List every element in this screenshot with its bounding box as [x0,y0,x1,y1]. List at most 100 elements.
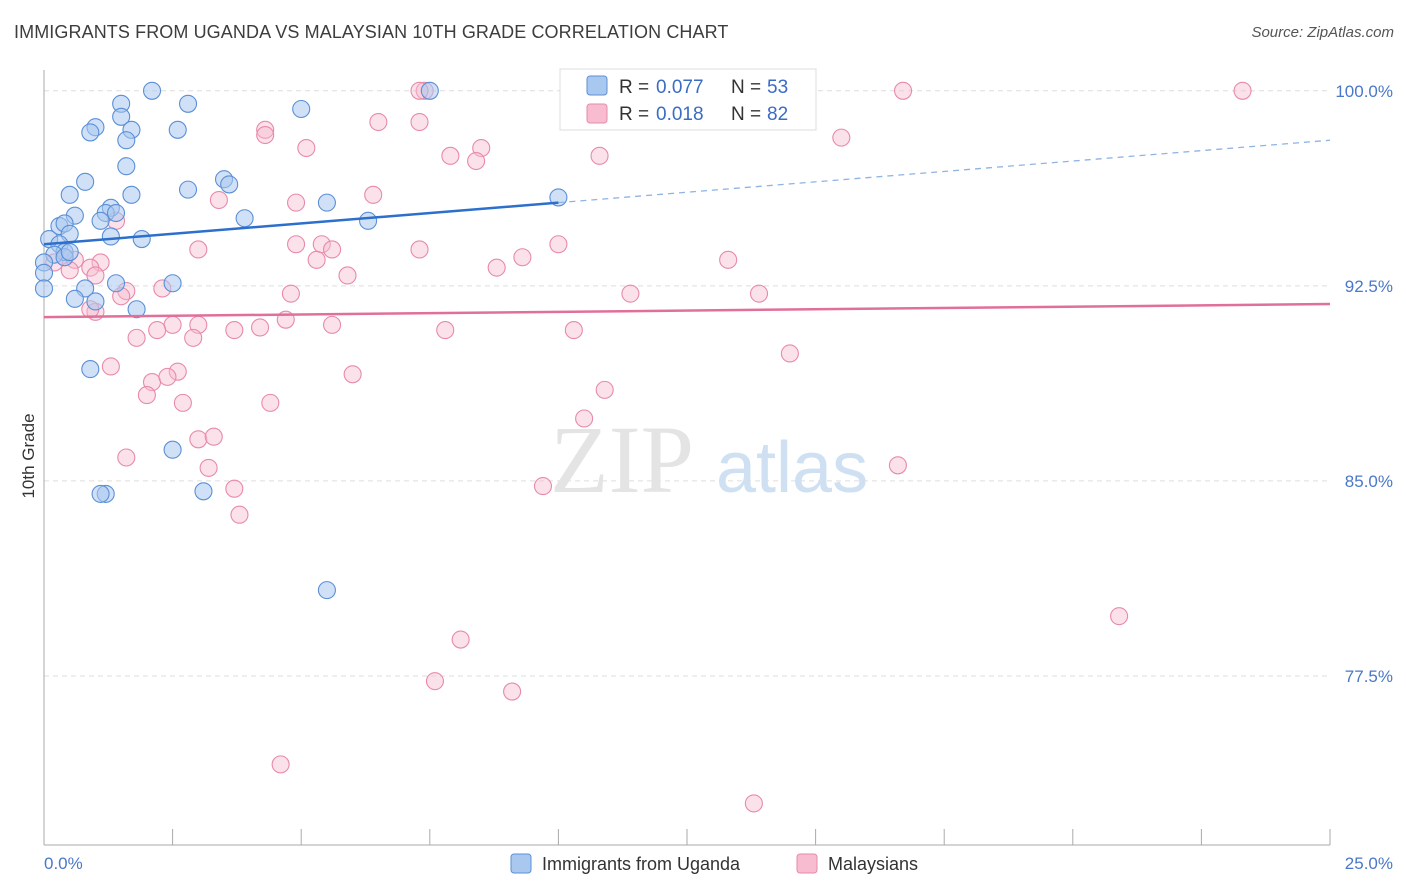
uganda-point [293,101,310,118]
bottom-legend-malaysians: Malaysians [828,854,918,874]
malaysians-point [226,480,243,497]
gridlines [44,91,1330,676]
uganda-point [92,212,109,229]
y-tick-label: 92.5% [1345,277,1393,296]
uganda-point [421,82,438,99]
malaysians-point [576,410,593,427]
uganda-point [133,231,150,248]
malaysians-point [437,322,454,339]
malaysians-point [488,259,505,276]
malaysians-point [591,147,608,164]
malaysians-point [128,329,145,346]
malaysians-point [190,241,207,258]
malaysians-point [534,478,551,495]
malaysians-point [118,449,135,466]
uganda-point [180,181,197,198]
y-tick-label: 100.0% [1335,82,1393,101]
uganda-point [118,158,135,175]
uganda-point [123,186,140,203]
malaysians-point [1111,608,1128,625]
malaysians-point [889,457,906,474]
malaysians-point [426,673,443,690]
uganda-point [77,173,94,190]
x-tick-label-max: 25.0% [1345,854,1393,873]
legend-n-label-1: N = [731,77,761,98]
uganda-point [36,264,53,281]
malaysians-point [257,127,274,144]
legend-r-value-1: 0.077 [656,77,704,98]
malaysians-point [895,82,912,99]
malaysians-point [226,322,243,339]
legend-r-label-2: R = [619,104,649,125]
x-ticks [44,829,1330,845]
malaysians-point [565,322,582,339]
uganda-point [108,205,125,222]
malaysians-point [308,251,325,268]
uganda-point [164,275,181,292]
legend-swatch-uganda [587,76,607,95]
y-axis-title: 10th Grade [19,413,38,498]
malaysians-point [149,322,166,339]
uganda-point [61,186,78,203]
uganda-point [102,228,119,245]
uganda-point [169,121,186,138]
malaysians-point [231,506,248,523]
malaysians-point [452,631,469,648]
uganda-point [236,210,253,227]
legend-swatch-malaysians [587,104,607,123]
malaysians-point [514,249,531,266]
uganda-point [144,82,161,99]
uganda-point [318,582,335,599]
malaysians-point [210,192,227,209]
watermark-atlas: atlas [716,428,868,508]
malaysians-point [205,428,222,445]
malaysians-point [190,431,207,448]
uganda-point [118,132,135,149]
malaysians-point [164,316,181,333]
watermark-zip: ZIP [550,406,694,513]
malaysians-point [745,795,762,812]
uganda-point [221,176,238,193]
legend-n-value-1: 53 [767,77,788,98]
malaysians-point [504,683,521,700]
malaysians-point [159,368,176,385]
malaysians-point [833,129,850,146]
malaysians-point [751,285,768,302]
malaysians-point [411,114,428,131]
bottom-legend-uganda: Immigrants from Uganda [542,854,741,874]
uganda-point [61,244,78,261]
uganda-trend-line-extension [558,140,1330,202]
x-tick-label-min: 0.0% [44,854,83,873]
bottom-legend-swatch-uganda [511,854,531,873]
uganda-point [87,293,104,310]
malaysians-point [596,381,613,398]
malaysians-point [1234,82,1251,99]
series-legend: Immigrants from Uganda Malaysians [511,854,918,874]
malaysians-point [339,267,356,284]
malaysians-point [262,394,279,411]
legend-n-value-2: 82 [767,104,788,125]
malaysians-point [185,329,202,346]
legend-r-label-1: R = [619,77,649,98]
scatter-chart: ZIP atlas 77.5%85.0%92.5%100.0% 0.0% 25.… [0,0,1406,892]
uganda-point [66,290,83,307]
uganda-point [82,361,99,378]
malaysians-point [174,394,191,411]
malaysians-point [442,147,459,164]
uganda-point [180,95,197,112]
malaysians-point [288,194,305,211]
malaysians-point [720,251,737,268]
malaysians-point [102,358,119,375]
malaysians-point [365,186,382,203]
legend-n-label-2: N = [731,104,761,125]
uganda-point [164,441,181,458]
malaysians-point [138,387,155,404]
uganda-points [36,82,567,598]
malaysians-point [622,285,639,302]
malaysians-point [298,140,315,157]
malaysians-point [781,345,798,362]
uganda-point [108,275,125,292]
stats-legend: R = 0.077 N = 53 R = 0.018 N = 82 [560,69,816,130]
uganda-point [82,124,99,141]
uganda-point [318,194,335,211]
